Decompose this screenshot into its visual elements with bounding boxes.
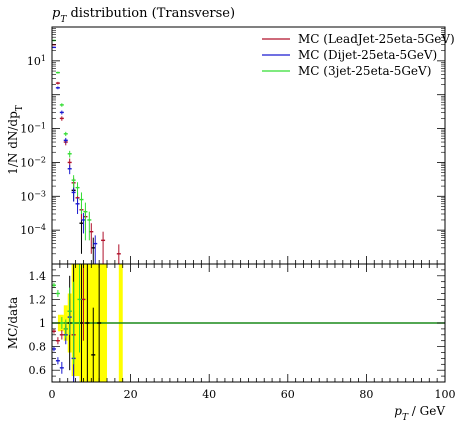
series-point — [59, 103, 64, 107]
series-point — [51, 46, 56, 49]
series-ratio-point — [81, 264, 86, 341]
x-tick-label: 40 — [202, 388, 216, 401]
legend-label: MC (3jet-25eta-5GeV) — [298, 64, 431, 78]
series-point — [67, 150, 72, 158]
axis-ticks: 0 20 40 60 80 100 10−4 10−3 10−2 10−1 10−NaN 101 0.6… — [7, 0, 456, 401]
ratio-tick-label: 1 — [39, 317, 46, 330]
series-point — [79, 192, 84, 214]
series-ratio-point — [59, 330, 64, 340]
series-point — [71, 175, 76, 188]
series-ratio-point — [51, 282, 56, 288]
series-ratio-point — [63, 319, 68, 339]
data-reference-ratio-point — [85, 264, 90, 382]
series-point — [89, 223, 94, 254]
series-ratio-point — [51, 346, 56, 352]
series-point — [59, 110, 64, 115]
series-point — [101, 231, 106, 264]
ratio-tick-label: 0.8 — [29, 341, 47, 354]
data-reference-ratio-point — [79, 264, 84, 382]
series-point — [81, 213, 86, 234]
series-ratio-point — [59, 317, 64, 329]
y-tick-label: 10−2 — [20, 155, 46, 170]
ratio-y-axis-label: MC/data — [6, 297, 20, 349]
ratio-tick-label: 1.4 — [29, 270, 47, 283]
series-point — [55, 86, 60, 90]
y-tick-label: 10−NaN — [7, 0, 46, 3]
series-ratio-point — [51, 328, 56, 334]
series-ratio-point — [67, 287, 72, 335]
axes-frame — [51, 26, 446, 383]
x-tick-label: 60 — [281, 388, 295, 401]
legend: MC (LeadJet-25eta-5GeV) MC (Dijet-25eta-5… — [262, 32, 455, 78]
main-series — [51, 39, 121, 264]
series-ratio-point — [55, 289, 60, 298]
uncertainty-band — [71, 264, 80, 377]
series-point — [75, 182, 80, 197]
y-tick-label: 10−4 — [20, 223, 46, 238]
x-tick-label: 0 — [49, 388, 56, 401]
series-point — [87, 211, 92, 241]
chart-title: pT distribution (Transverse) — [52, 6, 235, 25]
series-point — [67, 164, 72, 175]
series-point — [71, 186, 76, 202]
data-reference-ratio-point — [91, 307, 96, 382]
series-ratio-point — [55, 357, 60, 365]
series-ratio-point — [55, 337, 60, 345]
series-point — [55, 71, 60, 74]
series-point — [55, 81, 60, 85]
series-ratio-point — [59, 361, 64, 374]
ratio-series — [51, 264, 102, 382]
y-axis-label: 1/N dN/dpT — [6, 105, 25, 175]
series-point — [63, 137, 68, 144]
y-tick-label: 101 — [27, 53, 46, 68]
series-point — [116, 244, 121, 264]
x-tick-label: 100 — [435, 388, 456, 401]
x-tick-label: 20 — [124, 388, 138, 401]
series-ratio-point — [77, 264, 82, 353]
y-tick-label: 10−1 — [20, 121, 46, 136]
series-point — [63, 131, 68, 137]
ratio-tick-label: 1.2 — [29, 293, 47, 306]
series-point — [59, 116, 64, 121]
series-point — [83, 202, 88, 241]
data-reference-ratio-point — [97, 264, 102, 382]
series-point — [75, 197, 80, 214]
main-panel-frame — [51, 26, 446, 265]
series-ratio-point — [71, 281, 76, 365]
ratio-tick-label: 0.6 — [29, 364, 47, 377]
data-reference-point — [91, 237, 96, 264]
legend-label: MC (LeadJet-25eta-5GeV) — [298, 32, 455, 46]
x-tick-label: 80 — [359, 388, 373, 401]
y-tick-label: 10−3 — [20, 189, 46, 204]
x-axis-label: pT / GeV — [394, 404, 445, 422]
series-point — [93, 235, 98, 264]
legend-label: MC (Dijet-25eta-5GeV) — [298, 48, 437, 62]
